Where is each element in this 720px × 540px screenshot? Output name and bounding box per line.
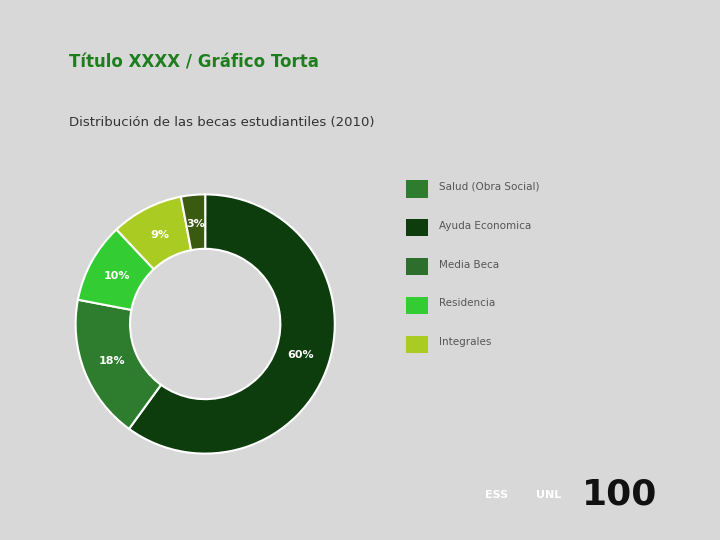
- Text: Media Beca: Media Beca: [438, 260, 499, 269]
- Text: 100: 100: [582, 478, 657, 511]
- Text: 9%: 9%: [150, 230, 169, 240]
- Text: Residencia: Residencia: [438, 299, 495, 308]
- Bar: [406, 258, 428, 275]
- Bar: [406, 180, 428, 198]
- Text: Integrales: Integrales: [438, 338, 491, 347]
- Bar: [406, 335, 428, 353]
- Text: 10%: 10%: [104, 271, 130, 281]
- Wedge shape: [78, 230, 154, 310]
- Text: UNL: UNL: [536, 490, 562, 500]
- Bar: [406, 219, 428, 237]
- Text: Título XXXX / Gráfico Torta: Título XXXX / Gráfico Torta: [68, 54, 318, 72]
- Wedge shape: [181, 194, 205, 250]
- Wedge shape: [117, 197, 191, 269]
- Text: ESS: ESS: [485, 490, 508, 500]
- Text: Salud (Obra Social): Salud (Obra Social): [438, 182, 539, 192]
- Text: 3%: 3%: [186, 219, 205, 229]
- Wedge shape: [129, 194, 335, 454]
- Wedge shape: [76, 300, 161, 429]
- Text: Ayuda Economica: Ayuda Economica: [438, 221, 531, 231]
- Text: 60%: 60%: [287, 350, 314, 360]
- Text: Distribución de las becas estudiantiles (2010): Distribución de las becas estudiantiles …: [68, 116, 374, 129]
- Bar: [406, 296, 428, 314]
- Text: 18%: 18%: [99, 356, 125, 366]
